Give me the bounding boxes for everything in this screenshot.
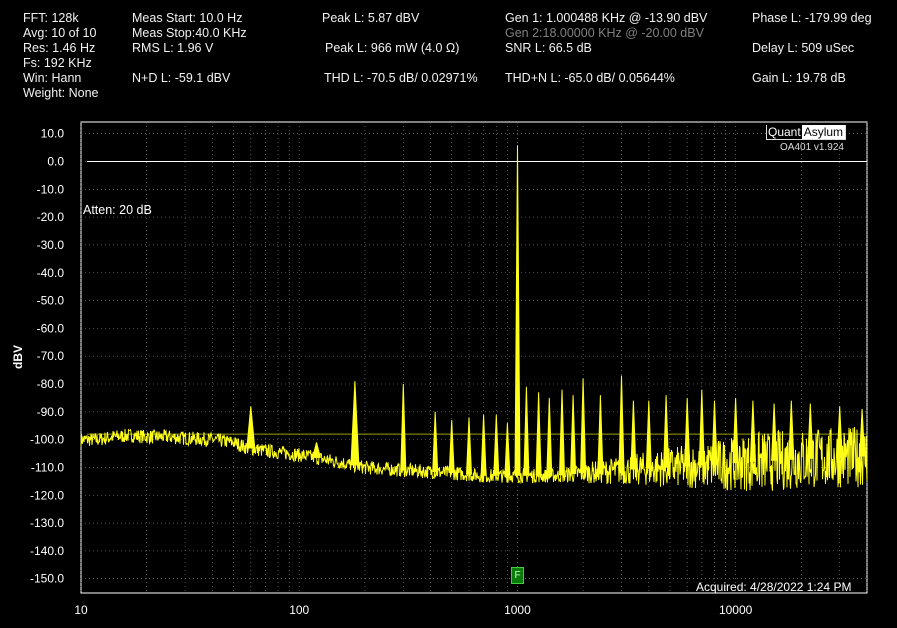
harmonic-peak xyxy=(350,381,360,466)
col2-line-1: Meas Start: 10.0 Hz xyxy=(132,11,243,25)
y-tick-label: 10.0 xyxy=(41,127,65,141)
harmonic-peak xyxy=(807,403,814,459)
y-tick-label: -90.0 xyxy=(37,405,65,419)
y-tick-label: -30.0 xyxy=(37,238,65,252)
harmonic-peak xyxy=(514,145,521,476)
harmonic-peak xyxy=(246,406,256,449)
harmonic-peak xyxy=(630,400,637,470)
harmonic-peak xyxy=(400,383,407,471)
col2-line-3: RMS L: 1.96 V xyxy=(132,41,214,55)
harmonic-peak xyxy=(732,397,739,464)
col5-line-2: Delay L: 509 uSec xyxy=(752,41,855,55)
y-tick-label: -140.0 xyxy=(30,544,64,558)
y-tick-label: -20.0 xyxy=(37,210,65,224)
col5-line-3: Gain L: 19.78 dB xyxy=(752,71,846,85)
col4-line-1: Gen 1: 1.000488 KHz @ -13.90 dBV xyxy=(505,11,708,25)
spectrum-trace xyxy=(80,145,868,492)
x-axis-ticks: 10 100 1000 10000 xyxy=(74,603,752,617)
col3-line-3: THD L: -70.5 dB/ 0.02971% xyxy=(324,71,478,85)
atten-label: Atten: 20 dB xyxy=(83,203,152,217)
harmonic-peak xyxy=(684,397,691,467)
col2-line-2: Meas Stop:40.0 KHz xyxy=(132,26,247,40)
x-tick-label: 10000 xyxy=(719,603,753,617)
quantasylum-logo: Quant Asylum xyxy=(766,125,847,140)
acquired-label: Acquired: 4/28/2022 1:24 PM xyxy=(696,580,852,594)
harmonic-peak xyxy=(711,400,718,465)
col4-line-4: THD+N L: -65.0 dB/ 0.05644% xyxy=(505,71,675,85)
y-tick-label: -130.0 xyxy=(30,516,64,530)
harmonic-peak xyxy=(504,422,511,476)
col3-line-1: Peak L: 5.87 dBV xyxy=(322,11,420,25)
harmonic-peak xyxy=(580,378,587,474)
y-tick-label: -100.0 xyxy=(30,433,64,447)
version-label: OA401 v1.924 xyxy=(780,142,844,153)
y-tick-label: -110.0 xyxy=(31,460,64,474)
harmonic-peak xyxy=(663,395,670,468)
harmonic-peak xyxy=(859,408,866,457)
col3-line-2: Peak L: 966 mW (4.0 Ω) xyxy=(325,41,460,55)
harmonic-peak xyxy=(535,392,542,476)
harmonic-peak xyxy=(788,400,795,460)
y-axis-label: dBV xyxy=(11,345,25,369)
y-tick-label: -120.0 xyxy=(30,488,64,502)
harmonic-peak xyxy=(698,389,705,466)
harmonic-peak xyxy=(493,414,500,476)
fundamental-marker[interactable]: F xyxy=(511,567,524,584)
harmonic-peak xyxy=(597,395,604,472)
y-tick-label: -80.0 xyxy=(37,377,65,391)
col1-line-3: Res: 1.46 Hz xyxy=(23,41,96,55)
harmonic-peak xyxy=(570,395,577,475)
harmonic-peak xyxy=(466,417,472,475)
plot-area xyxy=(80,121,868,594)
x-tick-label: 1000 xyxy=(504,603,531,617)
harmonic-peak xyxy=(312,442,321,459)
col1-line-1: FFT: 128k xyxy=(23,11,79,25)
harmonic-peak xyxy=(432,411,439,473)
grid xyxy=(80,122,868,593)
harmonic-peak xyxy=(618,375,625,471)
x-tick-label: 10 xyxy=(74,603,88,617)
harmonic-peak xyxy=(836,406,843,458)
harmonic-peak xyxy=(546,397,553,476)
harmonic-peak xyxy=(523,386,530,476)
harmonic-peak xyxy=(559,389,565,476)
y-tick-label: -60.0 xyxy=(37,321,65,335)
y-tick-label: -150.0 xyxy=(30,572,64,586)
col5-line-1: Phase L: -179.99 deg xyxy=(752,11,872,25)
y-tick-label: -40.0 xyxy=(37,266,65,280)
harmonic-peak xyxy=(448,420,455,474)
col4-line-3: SNR L: 66.5 dB xyxy=(505,41,592,55)
harmonic-peak xyxy=(480,414,487,476)
harmonic-peak xyxy=(645,400,652,469)
col2-line-4: N+D L: -59.1 dBV xyxy=(132,71,231,85)
col1-line-4: Fs: 192 KHz xyxy=(23,56,92,70)
y-tick-label: -50.0 xyxy=(37,294,65,308)
y-tick-label: 0.0 xyxy=(47,155,64,169)
col1-line-5: Win: Hann xyxy=(23,71,82,85)
col4-line-2: Gen 2:18.00000 KHz @ -20.00 dBV xyxy=(505,26,704,40)
y-tick-label: -10.0 xyxy=(37,182,65,196)
col1-line-6: Weight: None xyxy=(23,86,99,100)
x-tick-label: 100 xyxy=(289,603,309,617)
y-axis-ticks: 10.0 0.0 -10.0 -20.0 -30.0 -40.0 -50.0 -60.0 -70… xyxy=(30,127,64,586)
harmonic-peak xyxy=(749,400,756,462)
col1-line-2: Avg: 10 of 10 xyxy=(23,26,97,40)
y-tick-label: -70.0 xyxy=(37,349,65,363)
harmonic-peak xyxy=(771,403,778,461)
